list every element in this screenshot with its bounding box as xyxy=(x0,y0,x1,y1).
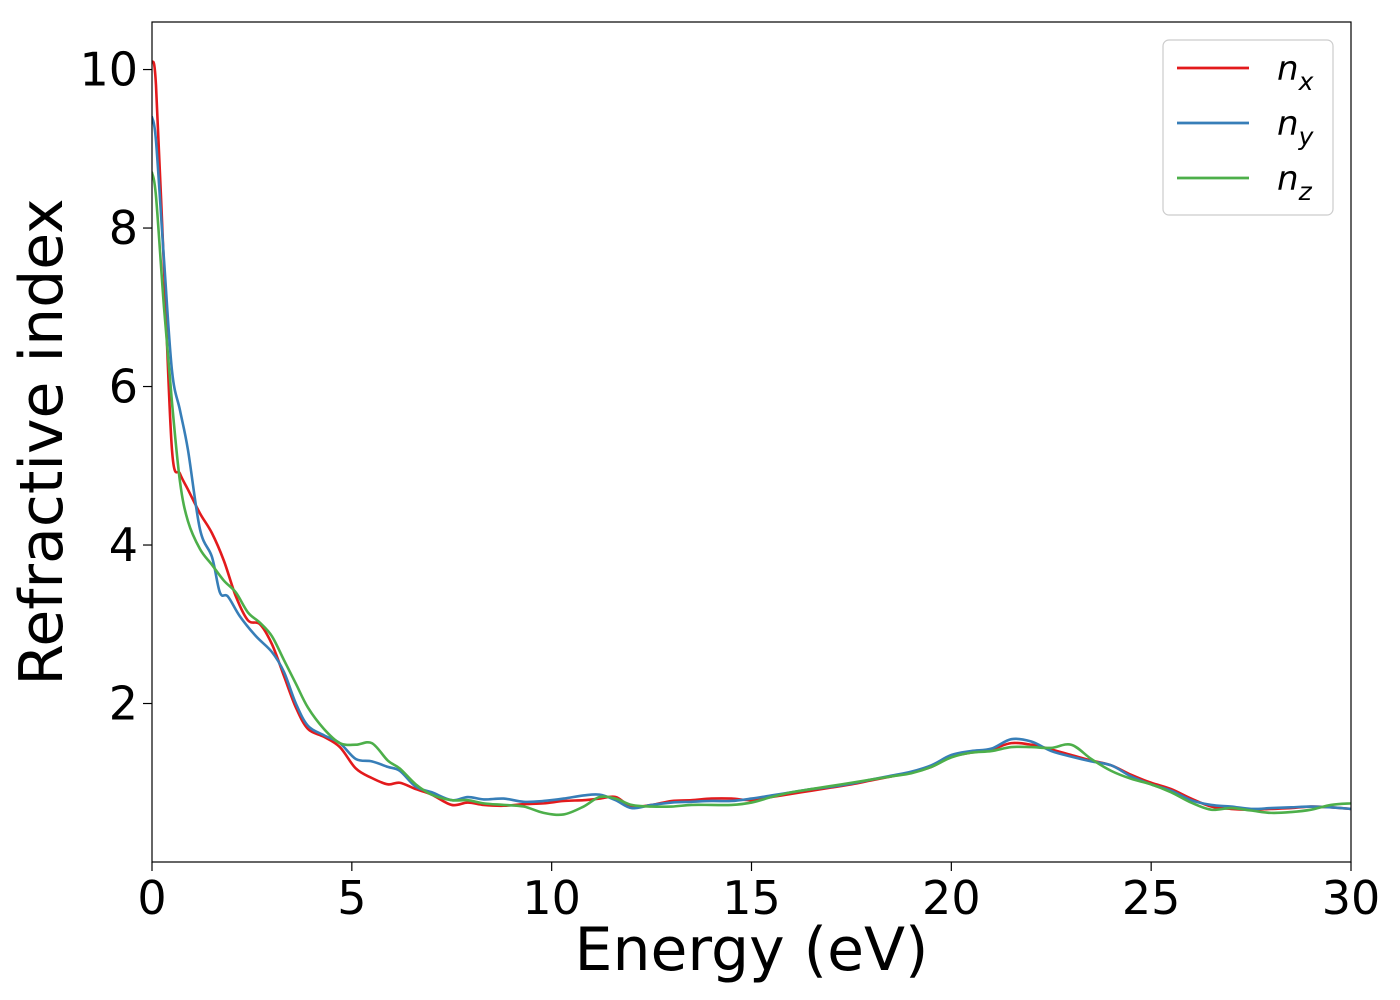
legend-label: nz xyxy=(1277,159,1313,206)
y-axis-ticks: 2 4 6 8 10 xyxy=(79,43,152,731)
x-tick-label: 0 xyxy=(137,871,166,925)
x-axis-label: Energy (eV) xyxy=(575,915,929,985)
y-axis-label: Refractive index xyxy=(7,198,77,685)
plot-lines xyxy=(152,60,1351,817)
x-tick-label: 25 xyxy=(1122,871,1181,925)
series-line-n-z xyxy=(152,171,1351,817)
series-line-n-y xyxy=(152,115,1351,811)
y-tick-label: 6 xyxy=(109,360,138,414)
x-axis-ticks: 0 5 10 15 20 25 30 xyxy=(137,862,1380,925)
x-tick-label: 5 xyxy=(337,871,366,925)
y-tick-label: 2 xyxy=(109,677,138,731)
legend-frame xyxy=(1162,39,1334,216)
y-tick-label: 8 xyxy=(109,201,138,255)
legend: nx ny nz xyxy=(1162,39,1334,216)
legend-entry: nz xyxy=(1177,159,1313,206)
legend-label: ny xyxy=(1277,104,1315,151)
x-tick-label: 20 xyxy=(922,871,981,925)
legend-entry: ny xyxy=(1177,104,1315,151)
y-tick-label: 10 xyxy=(79,43,138,97)
x-tick-label: 30 xyxy=(1322,871,1381,925)
x-tick-label: 10 xyxy=(522,871,581,925)
legend-label: nx xyxy=(1277,49,1314,96)
x-tick-label: 15 xyxy=(722,871,781,925)
legend-entry: nx xyxy=(1177,49,1314,96)
y-tick-label: 4 xyxy=(109,518,138,572)
